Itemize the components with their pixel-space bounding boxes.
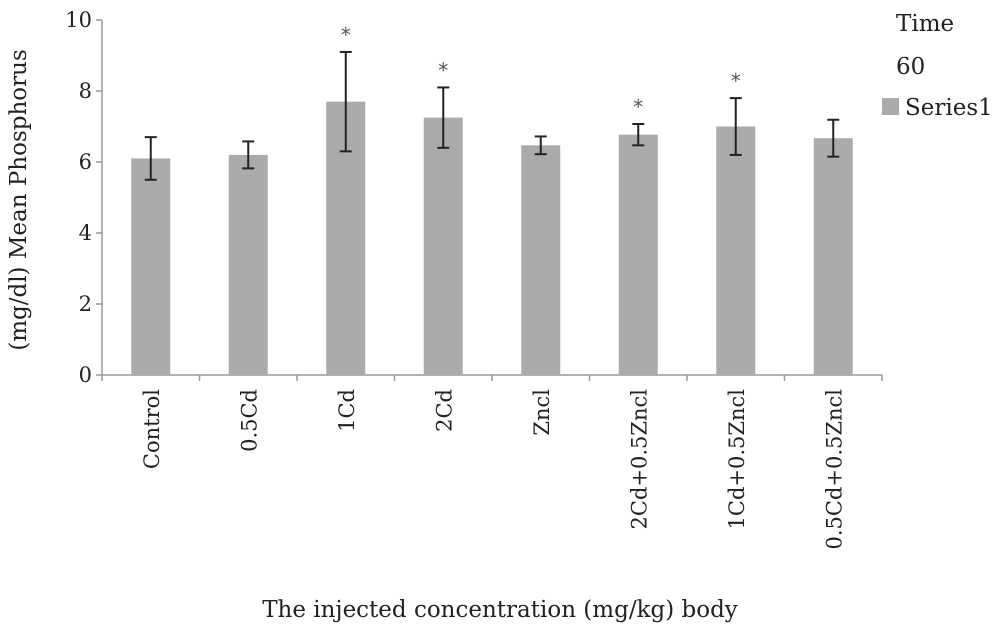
y-tick-label-3: 6 — [79, 150, 92, 174]
bar-7 — [813, 138, 853, 375]
x-tick-label-6: 1Cd+0.5Zncl — [725, 389, 749, 530]
legend-swatch — [882, 98, 899, 115]
bar-5 — [618, 134, 658, 375]
bar-1 — [228, 154, 268, 375]
x-tick-labels: Control 0.5Cd 1Cd 2Cd Zncl 2Cd+0.5Zncl 1Cd+0.5… — [140, 389, 847, 550]
x-tick-label-5: 2Cd+0.5Zncl — [627, 389, 651, 530]
x-tick-label-2: 1Cd — [335, 389, 359, 432]
x-axis — [101, 374, 883, 381]
y-tick-label-5: 10 — [65, 8, 92, 32]
x-tick-label-1: 0.5Cd — [237, 389, 261, 452]
x-tick-label-3: 2Cd — [432, 389, 456, 432]
y-tick-label-1: 2 — [79, 292, 92, 316]
x-tick-label-4: Zncl — [530, 389, 554, 436]
error-bars — [144, 50, 840, 181]
significance-star-3: * — [438, 58, 448, 82]
legend-subtitle: 60 — [896, 54, 925, 80]
bar-3 — [423, 117, 463, 375]
legend-title: Time — [896, 11, 954, 37]
y-axis: 0 2 4 6 8 10 — [65, 8, 103, 387]
significance-star-6: * — [731, 69, 741, 93]
bar-6 — [716, 126, 756, 375]
x-tick-label-7: 0.5Cd+0.5Zncl — [822, 389, 846, 550]
significance-star-5: * — [633, 95, 643, 119]
x-tick-label-0: Control — [140, 389, 164, 469]
bars — [131, 101, 853, 376]
legend: Time 60 Series1 — [882, 11, 993, 121]
y-tick-label-0: 0 — [79, 363, 92, 387]
significance-markers: * * * * — [341, 23, 741, 119]
bar-0 — [131, 158, 171, 375]
x-axis-title: The injected concentration (mg/kg) body — [262, 597, 738, 623]
significance-star-2: * — [341, 23, 351, 47]
y-axis-title: (mg/dl) Mean Phosphorus — [6, 49, 32, 351]
bar-4 — [521, 145, 561, 375]
legend-series-name: Series1 — [905, 95, 993, 121]
y-tick-label-2: 4 — [79, 221, 92, 245]
y-tick-label-4: 8 — [79, 79, 92, 103]
